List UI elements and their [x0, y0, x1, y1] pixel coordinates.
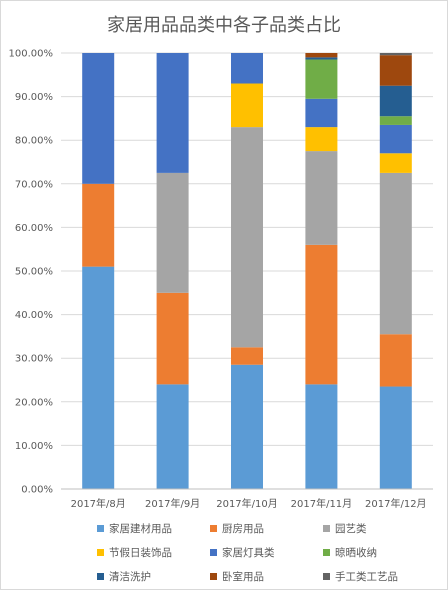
y-tick-label: 10.00%	[15, 441, 53, 452]
bar-segment	[82, 183, 115, 267]
bar-segment	[231, 83, 263, 128]
legend-swatch	[97, 573, 104, 580]
legend-label: 晾晒收纳	[335, 547, 377, 559]
legend-swatch	[210, 573, 217, 580]
y-tick-label: 40.00%	[15, 310, 53, 321]
bar-segment	[379, 386, 412, 489]
bar-segment	[231, 347, 263, 365]
y-tick-label: 50.00%	[15, 267, 53, 278]
x-tick-label: 2017年/10月	[216, 497, 278, 510]
bar-segment	[379, 85, 412, 117]
legend-item: 家居灯具类	[210, 545, 275, 560]
legend-label: 卧室用品	[222, 571, 264, 583]
legend-item: 厨房用品	[210, 521, 264, 536]
legend-item: 节假日装饰品	[97, 545, 172, 560]
legend-item: 园艺类	[323, 521, 367, 536]
bar-segment	[379, 172, 412, 335]
legend-swatch	[97, 549, 104, 556]
y-tick-label: 90.00%	[15, 92, 53, 103]
y-tick-label: 30.00%	[15, 354, 53, 365]
bar-segment	[379, 124, 412, 154]
x-tick-label: 2017年/9月	[145, 497, 200, 510]
x-tick-label: 2017年/8月	[71, 497, 126, 510]
legend-item: 手工类工艺品	[323, 569, 398, 584]
legend-swatch	[97, 525, 104, 532]
bar-segment	[231, 127, 263, 348]
legend-label: 手工类工艺品	[335, 571, 398, 583]
bar-segment	[231, 364, 263, 489]
bar-segment	[305, 59, 338, 99]
y-tick-label: 60.00%	[15, 223, 53, 234]
legend-item: 晾晒收纳	[323, 545, 377, 560]
y-tick-label: 0.00%	[21, 485, 53, 496]
bar-segment	[305, 151, 338, 245]
legend-item: 清洁洗护	[97, 569, 151, 584]
legend-swatch	[323, 525, 330, 532]
x-tick-label: 2017年/12月	[365, 497, 427, 510]
legend-item: 家居建材用品	[97, 521, 172, 536]
bar-segment	[82, 266, 115, 489]
legend-swatch	[323, 573, 330, 580]
bar-segment	[156, 53, 189, 173]
legend-swatch	[210, 549, 217, 556]
legend-label: 园艺类	[335, 523, 367, 535]
chart-title: 家居用品品类中各子品类占比	[107, 15, 341, 36]
bar-segment	[305, 98, 338, 128]
y-tick-label: 20.00%	[15, 397, 53, 408]
bar-segment	[231, 53, 263, 84]
bar-segment	[305, 57, 338, 60]
legend-item: 卧室用品	[210, 569, 264, 584]
bar-segment	[379, 53, 412, 56]
bar-segment	[156, 292, 189, 385]
bar-segment	[156, 384, 189, 489]
y-tick-label: 80.00%	[15, 136, 53, 147]
bar-segment	[156, 172, 189, 293]
legend-swatch	[323, 549, 330, 556]
legend-label: 厨房用品	[222, 523, 264, 535]
bar-segment	[379, 153, 412, 173]
legend-label: 清洁洗护	[109, 571, 151, 583]
legend-label: 家居灯具类	[222, 547, 275, 559]
bar-segment	[305, 384, 338, 489]
legend-label: 节假日装饰品	[109, 547, 172, 559]
bar-segment	[305, 127, 338, 152]
bar-segment	[379, 116, 412, 125]
y-tick-label: 70.00%	[15, 179, 53, 190]
legend-label: 家居建材用品	[109, 523, 172, 535]
bar-segment	[379, 55, 412, 86]
y-tick-label: 100.00%	[9, 49, 54, 60]
x-tick-label: 2017年/11月	[291, 497, 353, 510]
bar-segment	[82, 53, 115, 184]
bar-segment	[305, 53, 338, 58]
legend-swatch	[210, 525, 217, 532]
bar-segment	[305, 244, 338, 385]
bar-segment	[379, 334, 412, 387]
